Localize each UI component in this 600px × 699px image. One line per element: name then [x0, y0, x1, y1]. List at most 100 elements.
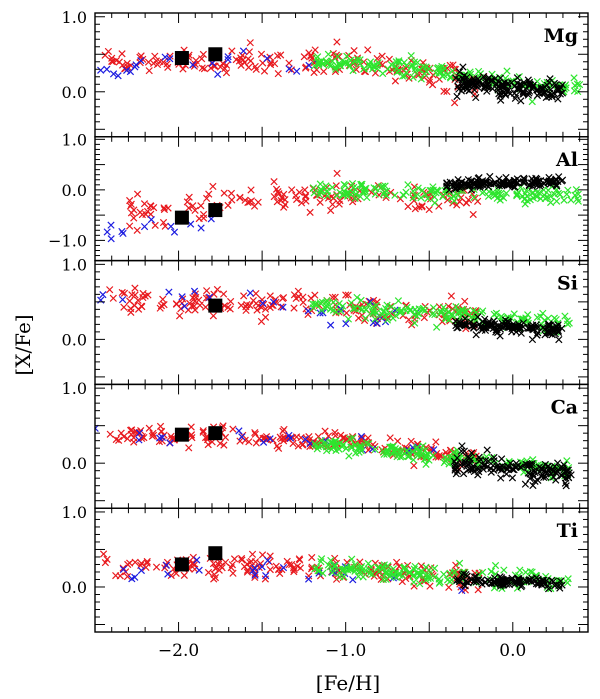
data-point-blue — [114, 72, 122, 80]
data-point-black — [555, 173, 563, 181]
y-tick-label: −1.0 — [48, 231, 87, 250]
data-point-red — [289, 439, 297, 448]
data-point-green — [418, 186, 427, 195]
data-point-red — [246, 39, 254, 47]
data-point-black-square — [174, 210, 189, 225]
data-point-black — [550, 327, 558, 336]
x-ticks-al — [94, 136, 581, 261]
data-point-black — [517, 329, 525, 337]
data-point-black — [470, 75, 478, 83]
data-point-black — [452, 179, 460, 187]
data-point-red — [251, 62, 259, 71]
data-point-red — [393, 67, 401, 75]
data-point-red — [410, 461, 418, 470]
data-point-green — [409, 572, 417, 580]
data-point-green — [397, 308, 405, 316]
data-point-red — [99, 550, 108, 558]
data-point-green — [310, 189, 318, 197]
data-point-green — [364, 559, 372, 568]
series-black-ca — [450, 442, 575, 490]
data-point-red — [199, 210, 208, 219]
data-point-red — [301, 186, 309, 194]
data-point-green — [349, 66, 357, 75]
data-point-blue — [193, 556, 201, 564]
panel-al: 1.0 0.0 −1.0 Al — [48, 130, 589, 262]
data-point-green — [382, 575, 390, 584]
data-point-red — [324, 432, 333, 440]
data-point-red — [199, 427, 207, 435]
data-point-green — [414, 184, 422, 192]
data-point-black — [461, 458, 470, 466]
data-point-green — [352, 190, 360, 198]
data-point-green — [564, 575, 572, 583]
data-point-black — [489, 461, 497, 470]
panel-label-si: Si — [557, 273, 578, 295]
data-point-green — [349, 434, 357, 442]
data-point-blue — [262, 571, 270, 580]
panel-points-ti — [99, 546, 572, 595]
y-ticks-al — [95, 138, 588, 257]
data-point-red — [221, 433, 230, 442]
data-point-green — [345, 452, 353, 460]
data-point-blue — [264, 556, 272, 565]
data-point-black — [563, 470, 572, 478]
data-point-red — [306, 442, 314, 451]
data-point-black — [519, 88, 527, 96]
data-point-red — [229, 425, 237, 433]
series-blue-mg — [97, 47, 322, 80]
data-point-black — [488, 85, 497, 93]
data-point-green — [317, 306, 326, 314]
data-point-red — [209, 559, 218, 568]
data-point-blue — [166, 439, 174, 447]
data-point-green — [510, 310, 518, 318]
series-blue-si — [97, 287, 421, 329]
data-point-black — [552, 176, 561, 185]
data-point-red — [280, 425, 288, 434]
data-point-red — [112, 571, 120, 580]
data-point-green — [371, 445, 379, 454]
data-point-green — [374, 564, 382, 572]
data-point-green — [336, 188, 344, 197]
data-point-green — [372, 185, 380, 193]
data-point-red — [126, 559, 134, 567]
data-point-red — [207, 64, 215, 72]
data-point-red — [426, 582, 434, 590]
data-point-black — [461, 179, 469, 187]
data-point-black — [551, 462, 559, 471]
data-point-red — [241, 196, 249, 204]
data-point-black-square — [208, 298, 223, 313]
data-point-green — [391, 191, 399, 199]
data-point-green — [343, 52, 351, 60]
data-point-red — [299, 440, 307, 449]
data-point-green — [550, 190, 559, 198]
data-point-blue — [103, 65, 111, 73]
data-point-red — [120, 303, 128, 311]
data-point-black — [529, 178, 538, 186]
data-point-green — [382, 304, 390, 313]
data-point-blue — [305, 61, 313, 70]
data-point-blue — [118, 227, 126, 236]
data-point-blue — [349, 576, 357, 584]
data-point-green — [395, 67, 404, 75]
panel-si: 1.0 0.0 Si — [62, 255, 589, 386]
data-point-green — [409, 456, 418, 464]
data-point-green — [328, 445, 336, 453]
data-point-green — [324, 50, 332, 58]
data-point-green — [371, 315, 379, 323]
data-point-red — [339, 434, 347, 442]
data-point-black — [464, 579, 472, 587]
data-point-black — [479, 318, 487, 326]
data-point-black — [556, 577, 565, 585]
data-point-blue — [132, 61, 140, 69]
data-point-green — [451, 568, 459, 576]
panel-ti: 1.0 0.0 Ti — [62, 503, 589, 633]
data-point-red — [321, 427, 329, 435]
data-point-green — [357, 562, 366, 571]
data-point-black-square — [208, 47, 223, 62]
data-point-green — [479, 307, 487, 315]
data-point-green — [431, 310, 439, 319]
data-point-green — [440, 71, 448, 79]
data-point-blue — [103, 228, 111, 236]
data-point-red — [452, 561, 460, 569]
data-point-green — [331, 63, 339, 71]
